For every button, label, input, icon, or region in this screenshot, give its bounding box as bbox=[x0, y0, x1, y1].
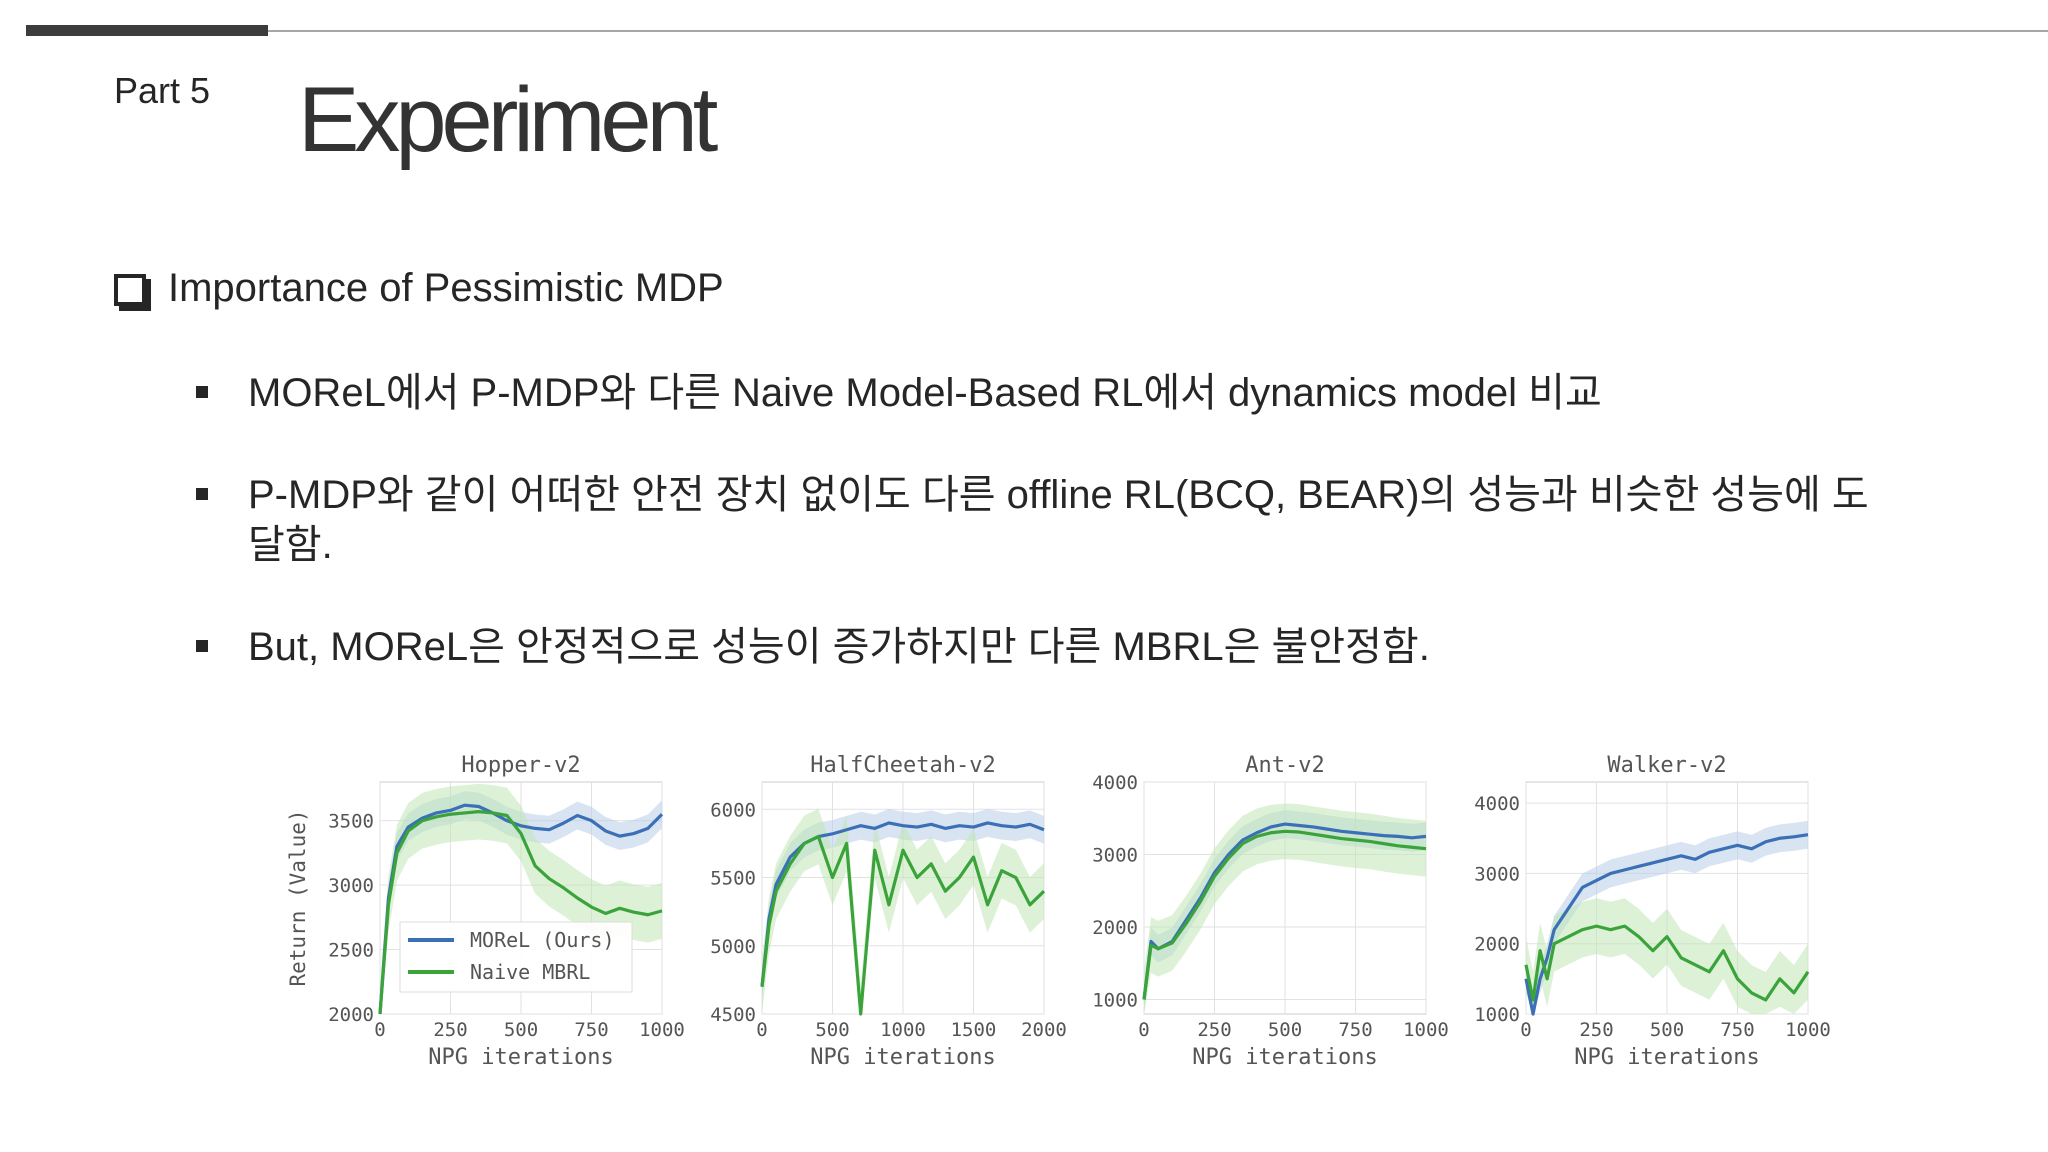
confidence-band bbox=[1144, 803, 1426, 1014]
chart-panel-2: 0 500 1000 1500 2000 4500 5000 5500 6000 HalfChee… bbox=[710, 753, 1067, 1070]
y-tick-label: 2000 bbox=[328, 1004, 374, 1026]
square-bullet-icon bbox=[196, 386, 208, 398]
checkbox-bullet-icon bbox=[114, 273, 146, 306]
section-heading-text: Importance of Pessimistic MDP bbox=[168, 266, 724, 310]
x-tick-label: 500 bbox=[1268, 1019, 1302, 1041]
legend-label: MOReL (Ours) bbox=[470, 928, 615, 952]
y-tick-label: 3500 bbox=[328, 811, 374, 833]
x-tick-label: 0 bbox=[374, 1019, 385, 1041]
square-bullet-icon bbox=[196, 640, 208, 652]
x-axis-label: NPG iterations bbox=[428, 1045, 613, 1070]
legend-label: Naive MBRL bbox=[470, 960, 590, 984]
y-tick-label: 6000 bbox=[710, 799, 756, 821]
chart-title: Hopper-v2 bbox=[461, 753, 580, 778]
x-axis-label: NPG iterations bbox=[1192, 1045, 1377, 1070]
x-axis-label: NPG iterations bbox=[1574, 1045, 1759, 1070]
bullet-text-3: But, MOReL은 안정적으로 성능이 증가하지만 다른 MBRL은 불안정… bbox=[248, 625, 1430, 669]
x-tick-label: 0 bbox=[1520, 1019, 1531, 1041]
x-tick-label: 0 bbox=[1138, 1019, 1149, 1041]
top-accent-bar bbox=[26, 25, 268, 36]
chart-title: Ant-v2 bbox=[1245, 753, 1324, 778]
chart-panel-3: 0 250 500 750 1000 1000 2000 3000 4000 Ant-v2 NPG … bbox=[1092, 753, 1449, 1070]
x-tick-label: 250 bbox=[1197, 1019, 1231, 1041]
square-bullet-icon bbox=[196, 488, 208, 500]
x-tick-label: 500 bbox=[504, 1019, 538, 1041]
y-tick-label: 4000 bbox=[1092, 772, 1138, 794]
y-tick-label: 3000 bbox=[1474, 863, 1520, 885]
y-tick-label: 4500 bbox=[710, 1004, 756, 1026]
y-tick-label: 5000 bbox=[710, 936, 756, 958]
bullet-text-1: MOReL에서 P-MDP와 다른 Naive Model-Based RL에서… bbox=[248, 371, 1602, 415]
series-line bbox=[1524, 833, 1809, 1016]
x-tick-label: 1000 bbox=[1785, 1019, 1831, 1041]
x-tick-label: 250 bbox=[1579, 1019, 1613, 1041]
y-axis-label: Return (Value) bbox=[286, 809, 310, 986]
chart-panel-1: 0 250 500 750 1000 2000 2500 3000 3500 Hopper-v2 N… bbox=[286, 753, 685, 1070]
series-line bbox=[1142, 829, 1427, 1000]
x-tick-label: 250 bbox=[433, 1019, 467, 1041]
series-line bbox=[378, 810, 663, 1015]
x-tick-label: 1500 bbox=[951, 1019, 997, 1041]
x-tick-label: 1000 bbox=[880, 1019, 926, 1041]
x-tick-label: 1000 bbox=[1403, 1019, 1449, 1041]
part-label: Part 5 bbox=[114, 70, 211, 111]
top-divider-line bbox=[268, 30, 2048, 32]
series-line bbox=[1524, 924, 1810, 1002]
bullet-item-2: P-MDP와 같이 어떠한 안전 장치 없이도 다른 offline RL(BC… bbox=[196, 470, 1896, 570]
y-tick-label: 2500 bbox=[328, 940, 374, 962]
bullet-item-1: MOReL에서 P-MDP와 다른 Naive Model-Based RL에서… bbox=[196, 368, 1896, 418]
chart-panel-4: 0 250 500 750 1000 1000 2000 3000 4000 Walker-v2 N… bbox=[1474, 753, 1831, 1070]
legend: MOReL (Ours) Naive MBRL bbox=[399, 921, 633, 993]
y-tick-label: 2000 bbox=[1474, 934, 1520, 956]
x-tick-label: 750 bbox=[1338, 1019, 1372, 1041]
y-tick-label: 1000 bbox=[1474, 1004, 1520, 1026]
x-tick-label: 750 bbox=[1720, 1019, 1754, 1041]
legend-box bbox=[399, 921, 633, 993]
bullet-item-3: But, MOReL은 안정적으로 성능이 증가하지만 다른 MBRL은 불안정… bbox=[196, 622, 1896, 672]
x-tick-label: 500 bbox=[1650, 1019, 1684, 1041]
slide-title: Experiment bbox=[298, 69, 718, 171]
series-line bbox=[760, 821, 1045, 987]
x-tick-label: 2000 bbox=[1021, 1019, 1067, 1041]
x-axis-label: NPG iterations bbox=[810, 1045, 995, 1070]
series-line bbox=[760, 834, 1046, 1016]
confidence-band bbox=[380, 783, 662, 1014]
y-tick-label: 5500 bbox=[710, 868, 756, 890]
x-tick-label: 0 bbox=[756, 1019, 767, 1041]
y-tick-label: 2000 bbox=[1092, 917, 1138, 939]
bullet-text-2: P-MDP와 같이 어떠한 안전 장치 없이도 다른 offline RL(BC… bbox=[248, 473, 1869, 567]
y-tick-label: 3000 bbox=[1092, 845, 1138, 867]
x-tick-label: 1000 bbox=[639, 1019, 685, 1041]
results-plots: 0 250 500 750 10002000250030003500Hopper-v2N… bbox=[286, 753, 1831, 1070]
chart-title: Walker-v2 bbox=[1607, 753, 1726, 778]
section-heading: Importance of Pessimistic MDP bbox=[114, 266, 724, 311]
x-tick-label: 500 bbox=[815, 1019, 849, 1041]
chart-title: HalfCheetah-v2 bbox=[810, 753, 995, 778]
x-tick-label: 750 bbox=[574, 1019, 608, 1041]
confidence-band bbox=[1526, 820, 1808, 1014]
y-tick-label: 1000 bbox=[1092, 990, 1138, 1012]
y-tick-label: 3000 bbox=[328, 875, 374, 897]
y-tick-label: 4000 bbox=[1474, 793, 1520, 815]
